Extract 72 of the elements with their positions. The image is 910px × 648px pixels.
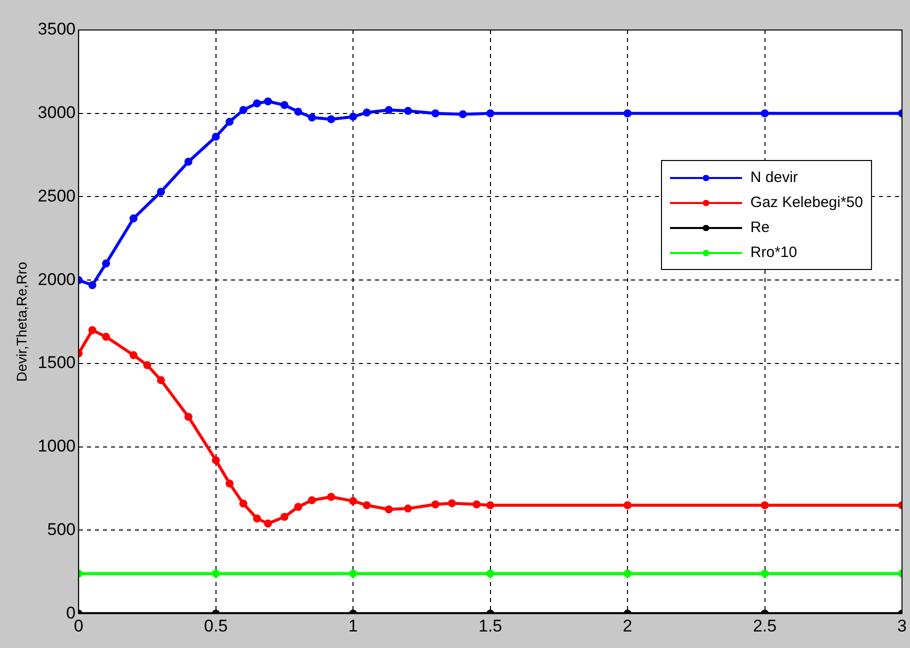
y-tick-label: 0: [66, 603, 76, 622]
point: [294, 108, 302, 116]
point: [760, 109, 769, 118]
point: [404, 106, 412, 115]
y-tick-label: 500: [47, 520, 76, 539]
point: [327, 115, 336, 124]
y-tick-label: 3000: [38, 103, 76, 122]
point: [349, 570, 358, 578]
point: [404, 504, 412, 513]
point: [88, 281, 96, 290]
point: [349, 497, 358, 506]
point: [264, 97, 272, 106]
y-tick-label: 3500: [38, 20, 76, 39]
legend-label: Gaz Kelebegi*50: [750, 194, 863, 211]
point: [362, 501, 371, 510]
x-tick-label: 2.5: [752, 616, 777, 636]
point: [226, 118, 234, 126]
point: [472, 500, 481, 508]
point: [486, 570, 494, 578]
point: [280, 101, 288, 110]
point: [156, 188, 165, 196]
point: [384, 505, 393, 514]
point: [130, 351, 138, 360]
point: [143, 361, 152, 370]
x-tick-label: 3: [897, 616, 907, 636]
legend-label: Rro*10: [750, 244, 798, 261]
x-tick-label: 1.5: [478, 616, 502, 636]
point: [212, 456, 220, 464]
point: [239, 500, 248, 508]
x-tick-label: 0.5: [204, 616, 228, 636]
point: [156, 376, 165, 384]
point: [458, 110, 467, 118]
point: [264, 520, 272, 528]
point: [362, 108, 371, 117]
point: [624, 570, 632, 578]
y-tick-label: 2000: [38, 270, 76, 289]
point: [212, 132, 220, 141]
y-tick-label: 2500: [38, 186, 76, 206]
point: [88, 326, 96, 334]
x-tick-label: 1: [348, 616, 358, 636]
point: [486, 501, 494, 510]
point: [184, 412, 192, 421]
point: [486, 109, 494, 118]
point: [327, 492, 336, 501]
point: [102, 259, 110, 268]
x-tick-label: 2: [622, 616, 632, 636]
point: [102, 332, 110, 341]
point: [239, 106, 248, 114]
point: [294, 502, 302, 511]
legend-label: Re: [750, 219, 770, 236]
y-tick-label: 1500: [38, 353, 76, 372]
point: [308, 114, 316, 122]
point: [212, 570, 220, 578]
legend-label: N devir: [750, 169, 798, 186]
point: [760, 501, 769, 510]
point: [253, 99, 262, 108]
point: [308, 496, 316, 504]
point: [431, 500, 440, 508]
point: [431, 109, 440, 118]
point: [624, 501, 632, 510]
point: [280, 512, 288, 521]
point: [448, 499, 456, 508]
point: [253, 514, 262, 523]
point: [226, 480, 234, 488]
point: [184, 158, 192, 166]
point: [760, 570, 769, 578]
y-tick-label: 1000: [38, 436, 76, 456]
point: [130, 214, 138, 222]
point: [349, 112, 358, 121]
y-axis-title: Devir,Theta,Re,Rro: [13, 262, 30, 382]
point: [624, 109, 632, 118]
point: [384, 106, 393, 114]
